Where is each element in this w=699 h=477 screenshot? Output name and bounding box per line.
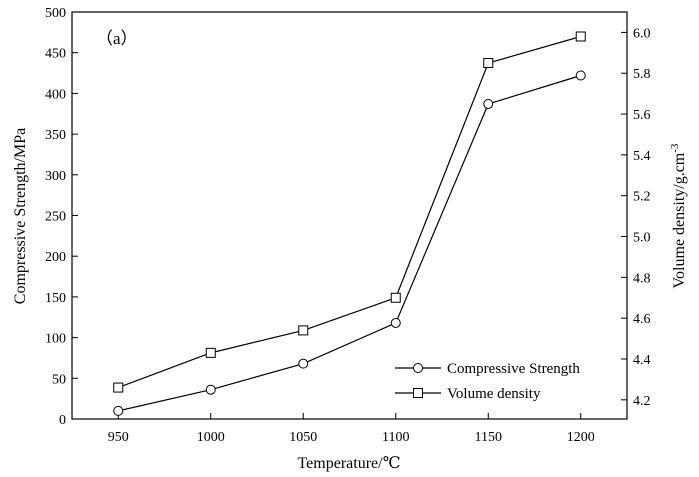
x-axis-ticks: 950 1000 1050 1100 1150 1200 (108, 413, 595, 445)
legend-item: Volume density (395, 386, 541, 402)
x-tick-label: 1200 (567, 430, 595, 445)
left-y-tick-label: 0 (59, 413, 66, 428)
series-volume-density (113, 31, 586, 393)
right-y-tick-label: 4.8 (633, 271, 651, 286)
right-y-tick-label: 4.4 (633, 353, 651, 368)
left-y-tick-label: 300 (45, 169, 66, 184)
data-point (390, 292, 401, 303)
data-point (113, 405, 124, 416)
x-axis-title: Temperature/℃ (298, 455, 401, 472)
x-tick-label: 1150 (475, 430, 502, 445)
left-y-tick-label: 50 (52, 372, 66, 387)
right-y-tick-label: 5.8 (633, 67, 651, 82)
data-point (298, 325, 309, 336)
left-y-tick-label: 400 (45, 87, 66, 102)
right-y-tick-label: 4.2 (633, 394, 651, 409)
legend: Compressive Strength Volume density (395, 361, 580, 402)
x-tick-label: 1050 (289, 430, 317, 445)
left-y-tick-label: 500 (45, 6, 66, 21)
left-y-axis-ticks: 0 50 100 150 200 250 300 350 400 450 500 (45, 6, 78, 428)
data-point (298, 358, 309, 369)
legend-marker (413, 363, 423, 373)
data-point (483, 98, 494, 109)
left-y-tick-label: 150 (45, 291, 66, 306)
data-point (390, 317, 401, 328)
legend-label: Compressive Strength (447, 361, 580, 377)
plot-frame (71, 11, 628, 420)
left-y-tick-label: 350 (45, 128, 66, 143)
data-point (113, 382, 124, 393)
right-y-axis-ticks: 4.2 4.4 4.6 4.8 5.0 5.2 5.4 5.6 5.8 6.0 (621, 26, 651, 409)
data-point (575, 31, 586, 42)
left-y-tick-label: 450 (45, 47, 66, 62)
left-y-axis-title: Compressive Strength/MPa (12, 128, 29, 304)
right-y-tick-label: 5.4 (633, 149, 651, 164)
series-compressive-strength (113, 70, 586, 416)
right-y-axis-title: Volume density/g.cm-3 (669, 143, 688, 288)
left-y-tick-label: 250 (45, 210, 66, 225)
right-y-tick-label: 5.6 (633, 108, 651, 123)
right-y-tick-label: 4.6 (633, 312, 651, 327)
legend-label: Volume density (447, 386, 541, 402)
panel-label: （a） (96, 29, 138, 48)
data-point (205, 347, 216, 358)
series-line (118, 35, 581, 389)
legend-marker (413, 388, 423, 398)
right-y-tick-label: 5.0 (633, 231, 651, 246)
left-y-tick-label: 100 (45, 332, 66, 347)
x-tick-label: 950 (108, 430, 129, 445)
series-line (118, 74, 581, 412)
x-tick-label: 1000 (197, 430, 225, 445)
x-tick-label: 1100 (382, 430, 409, 445)
data-point (575, 70, 586, 81)
series-layer (113, 31, 586, 416)
right-y-tick-label: 6.0 (633, 26, 651, 41)
left-y-tick-label: 200 (45, 250, 66, 265)
data-point (483, 58, 494, 69)
legend-item: Compressive Strength (395, 361, 580, 377)
right-y-tick-label: 5.2 (633, 190, 651, 205)
data-point (205, 384, 216, 395)
